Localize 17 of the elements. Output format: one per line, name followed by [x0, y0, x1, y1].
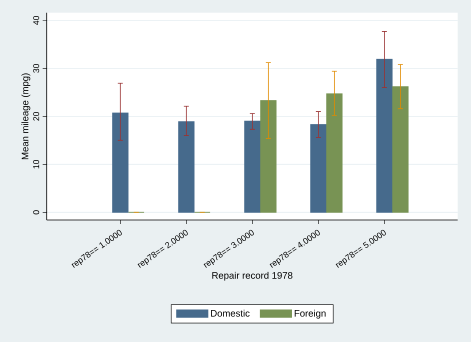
bar [178, 121, 194, 213]
x-axis-title: Repair record 1978 [212, 272, 292, 281]
bar [376, 58, 393, 213]
bar [326, 93, 343, 213]
bar [244, 120, 261, 213]
y-tick-label: 20 [33, 112, 40, 121]
y-tick-label: 30 [33, 64, 40, 73]
legend-label: Domestic [211, 310, 250, 317]
bar [310, 124, 327, 213]
bar [392, 86, 409, 213]
bar [112, 112, 128, 213]
y-tick-label: 10 [33, 160, 40, 168]
y-axis-title: Mean mileage (mpg) [21, 73, 30, 160]
legend-label: Foreign [294, 310, 326, 319]
bar [260, 100, 277, 213]
y-tick-label: 40 [33, 16, 40, 25]
y-tick-label: 0 [33, 210, 40, 214]
